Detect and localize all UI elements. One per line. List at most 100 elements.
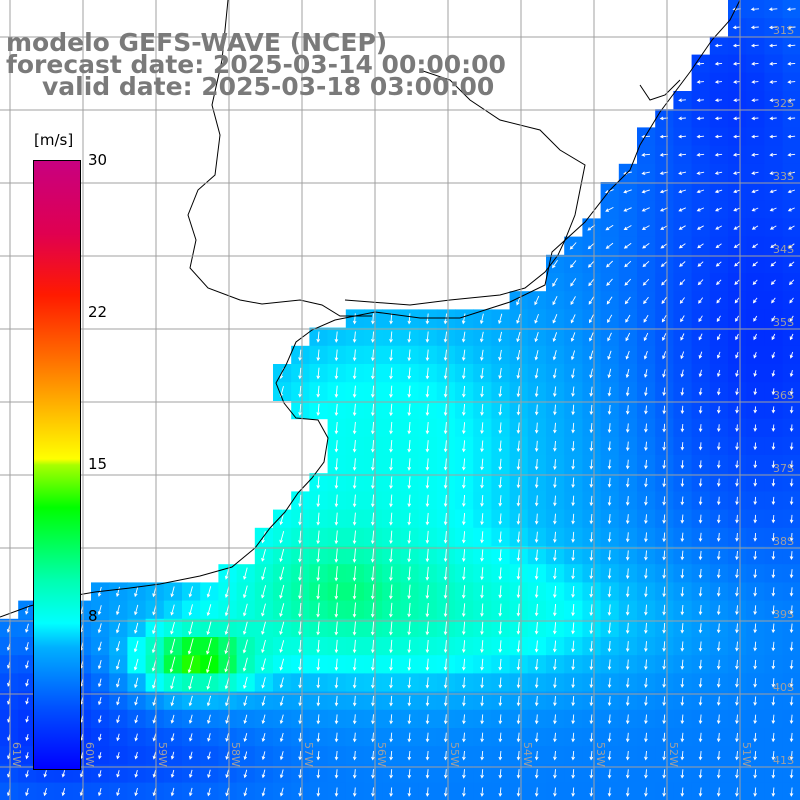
wind-arrow <box>641 189 650 194</box>
wind-arrow <box>607 386 612 397</box>
wind-arrow <box>662 351 667 360</box>
wind-arrow <box>425 494 430 508</box>
wind-arrow <box>443 331 448 343</box>
wind-arrow <box>698 405 703 414</box>
wind-arrow <box>607 404 612 415</box>
wind-arrow <box>552 622 557 635</box>
wind-arrow <box>187 656 194 674</box>
wind-arrow <box>425 349 430 362</box>
longitude-label: 56W <box>375 742 388 767</box>
wind-arrow <box>735 787 739 797</box>
wind-arrow <box>735 388 739 396</box>
wind-arrow <box>589 659 594 671</box>
wind-arrow <box>242 621 248 635</box>
wind-arrow <box>698 787 703 797</box>
wind-arrow <box>607 477 612 488</box>
wind-arrow <box>480 513 484 526</box>
wind-arrow <box>789 569 794 579</box>
coastline <box>0 0 741 618</box>
wind-arrow <box>552 603 557 617</box>
wind-arrow <box>698 478 703 488</box>
wind-arrow <box>461 603 466 618</box>
wind-arrow <box>607 732 612 743</box>
colorbar <box>33 160 81 770</box>
wind-arrow <box>789 732 794 743</box>
wind-arrow <box>644 514 648 525</box>
wind-arrow <box>371 313 375 325</box>
wind-arrow <box>771 442 776 451</box>
wind-arrow <box>425 714 430 725</box>
wind-arrow <box>789 514 794 524</box>
wind-arrow <box>662 550 666 561</box>
colorbar-tick-15: 15 <box>88 455 108 473</box>
wind-arrow <box>662 496 666 506</box>
wind-arrow <box>480 367 484 380</box>
colorbar-tick-22: 22 <box>88 303 108 321</box>
wind-arrow <box>771 551 776 561</box>
wind-arrow <box>753 751 757 761</box>
wind-arrow <box>716 678 721 688</box>
wind-arrow <box>753 569 757 579</box>
wind-arrow <box>607 622 612 635</box>
wind-arrow <box>571 677 575 689</box>
wind-arrow <box>225 787 229 797</box>
wind-arrow <box>625 441 630 452</box>
wind-arrow <box>443 549 448 563</box>
wind-arrow <box>534 477 539 489</box>
wind-arrow <box>680 641 685 652</box>
wind-arrow <box>206 621 212 636</box>
wind-arrow <box>407 621 411 636</box>
latitude-label: 33S <box>773 170 794 183</box>
wind-arrow <box>787 207 795 212</box>
wind-arrow <box>443 603 448 618</box>
wind-arrow <box>98 770 102 778</box>
wind-arrow <box>425 458 430 471</box>
wind-arrow <box>769 61 777 66</box>
wind-arrow <box>261 695 266 707</box>
wind-arrow <box>570 314 576 324</box>
wind-arrow <box>480 658 484 671</box>
wind-arrow <box>170 695 175 707</box>
wind-arrow <box>716 478 721 487</box>
wind-arrow <box>662 732 666 743</box>
wind-arrow <box>298 349 302 362</box>
wind-arrow <box>25 660 29 669</box>
wind-arrow <box>569 242 577 250</box>
wind-arrow <box>698 568 703 579</box>
wind-arrow <box>170 621 175 635</box>
wind-arrow <box>553 404 557 416</box>
wind-arrow <box>298 751 302 761</box>
wind-arrow <box>716 442 721 451</box>
wind-arrow <box>607 423 612 434</box>
wind-arrow <box>516 458 521 471</box>
wind-arrow <box>534 295 540 306</box>
latitude-label: 40S <box>773 681 794 694</box>
wind-arrow <box>771 714 776 725</box>
wind-arrow <box>641 225 650 230</box>
wind-arrow <box>589 350 594 361</box>
wind-arrow <box>698 333 703 341</box>
wind-arrow <box>98 715 102 724</box>
wind-arrow <box>769 225 777 230</box>
wind-arrow <box>534 549 539 562</box>
wind-arrow <box>407 421 412 435</box>
wind-arrow <box>789 333 794 341</box>
longitude-label: 52W <box>667 742 680 767</box>
wind-arrow <box>750 7 760 12</box>
wind-arrow <box>98 733 102 742</box>
wind-arrow <box>443 403 448 417</box>
wind-arrow <box>443 422 448 435</box>
wind-arrow <box>644 441 648 452</box>
wind-arrow <box>625 314 631 323</box>
wind-arrow <box>769 80 777 84</box>
wind-arrow <box>498 658 503 671</box>
wind-arrow <box>733 189 741 194</box>
wind-arrow <box>370 658 375 671</box>
wind-arrow <box>370 548 375 563</box>
wind-arrow <box>352 440 357 453</box>
wind-arrow <box>480 750 484 761</box>
wind-arrow <box>334 602 339 618</box>
wind-arrow <box>516 769 521 779</box>
wind-arrow <box>334 367 339 380</box>
wind-arrow <box>298 621 302 636</box>
